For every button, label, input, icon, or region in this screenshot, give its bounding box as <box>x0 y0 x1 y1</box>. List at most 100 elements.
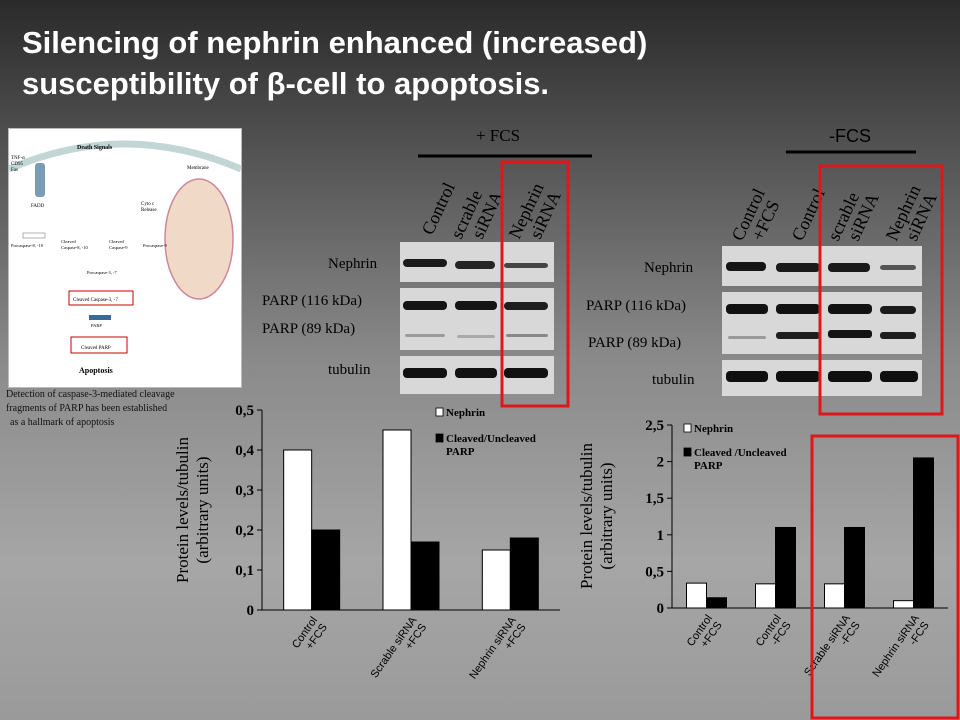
blot-left-band <box>403 259 447 267</box>
c1-y-label-line1: Protein levels/tubulin <box>173 437 192 583</box>
chart-plus-fcs: 0 0,1 0,2 0,3 0,4 0,5 Protein levels/tubulin(a… <box>173 403 560 681</box>
cleaved-parp-box <box>70 336 128 354</box>
pathway-fadd: FADD <box>31 204 45 209</box>
blot-right-band <box>776 332 820 339</box>
blot-left-panel-parp <box>400 288 554 350</box>
slide-title: Silencing of nephrin enhanced (increased… <box>22 22 942 104</box>
blot-left-band <box>405 334 445 337</box>
blot-left-row-4: tubulin <box>328 362 371 378</box>
c2-bar-parp-2 <box>775 526 796 609</box>
c2-category-label-1: Control+FCS <box>685 613 725 656</box>
blot-left-band <box>506 334 548 337</box>
blot-right-row-2: PARP (116 kDa) <box>586 298 686 314</box>
blot-left-row-1: Nephrin <box>328 256 378 272</box>
blot-left-band <box>455 301 497 310</box>
blot-left-band <box>403 368 447 378</box>
c2-y-tick-label: 1 <box>657 528 665 544</box>
blot-right-band <box>880 332 916 339</box>
blot-right-band <box>776 263 820 272</box>
blot-right-band <box>726 371 768 382</box>
c1-y-tick-label: 0,2 <box>235 523 254 539</box>
parp-shape <box>89 315 111 320</box>
blot-right-band <box>880 265 916 270</box>
blot-left-band <box>455 261 495 269</box>
membrane-arc <box>7 140 243 173</box>
c2-y-label-line1: Protein levels/tubulin <box>577 443 596 589</box>
c2-legend-label-1: Nephrin <box>694 423 733 435</box>
blot-left-condition: + FCS <box>476 126 520 145</box>
c1-legend-swatch-1 <box>435 407 444 417</box>
c1-y-tick-label: 0,5 <box>235 403 254 419</box>
blot-right-band <box>828 263 870 272</box>
c2-legend-swatch-1 <box>683 423 692 433</box>
blot-right-highlight-box <box>818 164 944 416</box>
pathway-procasp9: Procaspase-9 <box>143 243 167 248</box>
blot-left-row-3: PARP (89 kDa) <box>262 321 355 337</box>
c1-category-label-1: Control+FCS <box>290 615 330 658</box>
title-line-1: Silencing of nephrin enhanced (increased… <box>22 25 648 60</box>
c2-y-label-line2: (arbitrary units) <box>597 462 616 569</box>
c2-bar-parp-4 <box>913 457 934 609</box>
caption-line-3: as a hallmark of apoptosis <box>10 417 115 428</box>
c2-bar-nephrin-4 <box>893 600 914 609</box>
apoptosis-pathway-figure: Death Signals Membrane TNF-α CD95 Fas FADD… <box>7 128 243 388</box>
cleaved-caspase-box <box>68 290 134 306</box>
chart-minus-fcs: 0 0,5 1 1,5 2 2,5 Protein levels/tubulin(arbit… <box>577 418 948 686</box>
c2-bar-nephrin-1 <box>686 582 707 609</box>
pathway-cleaved37: Cleaved Caspase-3, -7 <box>73 298 118 303</box>
receptor-shape <box>35 163 45 197</box>
pathway-cleaved810: Cleaved Caspase-8, -10 <box>61 239 88 251</box>
c1-y-tick-label: 0 <box>247 603 255 619</box>
pathway-membrane: Membrane <box>187 166 209 171</box>
caption-line-1: Detection of caspase-3-mediated cleavage <box>6 389 175 400</box>
blot-right-band <box>728 336 766 339</box>
pathway-procasp810: Procaspase-8, -10 <box>11 243 44 249</box>
caption-line-2: fragments of PARP has been established <box>6 403 168 414</box>
blot-right-band <box>828 304 872 314</box>
c2-y-tick-label: 0,5 <box>645 564 664 580</box>
c1-legend-label-2: Cleaved/Uncleaved PARP <box>446 433 536 458</box>
blot-left-highlight-box <box>500 160 570 408</box>
c2-y-tick-label: 1,5 <box>645 491 664 507</box>
pathway-diagram: Death Signals Membrane TNF-α CD95 Fas FADD… <box>7 140 243 375</box>
pathway-cleaved-parp: Cleaved PARP <box>81 346 111 351</box>
blot-right-band <box>828 330 872 338</box>
c2-legend-swatch-2 <box>683 447 692 457</box>
blot-left-row-2: PARP (116 kDa) <box>262 293 362 309</box>
blot-right-row-labels: Nephrin PARP (116 kDa) PARP (89 kDa) tub… <box>586 260 695 388</box>
c2-category-label-2: Control-FCS <box>754 613 794 656</box>
c2-y-label: Protein levels/tubulin(arbitrary units) <box>577 443 616 589</box>
c1-bar-nephrin-1 <box>283 449 313 611</box>
blot-right-band <box>880 371 918 382</box>
mitochondrion-shape <box>164 178 234 300</box>
pathway-caption: Detection of caspase-3-mediated cleavage… <box>6 388 246 430</box>
blot-left: + FCS Control scrable siRNA Nephrin siRN… <box>262 126 592 408</box>
c1-y-tick-label: 0,1 <box>235 563 254 579</box>
blot-left-row-labels: Nephrin PARP (116 kDa) PARP (89 kDa) tub… <box>262 256 378 378</box>
c1-bar-parp-2 <box>410 541 440 611</box>
c2-y-tick-label: 0 <box>657 601 665 617</box>
pathway-cleaved9: Cleaved Caspase-9 <box>109 239 128 250</box>
pathway-parp: PARP <box>91 323 102 328</box>
pathway-apoptosis: Apoptosis <box>79 366 113 375</box>
c2-bar-nephrin-3 <box>824 583 845 609</box>
blot-right-band <box>880 306 916 314</box>
c1-bar-parp-1 <box>311 529 341 611</box>
c1-y-tick-label: 0,4 <box>235 443 254 459</box>
c1-bar-parp-3 <box>509 537 539 611</box>
chart-highlight-box <box>810 434 960 720</box>
c2-bar-nephrin-2 <box>755 583 776 609</box>
c1-y-label: Protein levels/tubulin(arbitrary units) <box>173 437 212 583</box>
c2-y-tick-label: 2 <box>657 455 665 471</box>
c2-bar-parp-3 <box>844 526 865 609</box>
c2-category-label-4: Nephrin siRNA-FCS <box>870 612 932 686</box>
blot-right-band <box>726 304 768 314</box>
c1-y-tick-label: 0,3 <box>235 483 254 499</box>
blot-right-row-4: tubulin <box>652 372 695 388</box>
blot-right-band <box>776 304 820 314</box>
blot-left-band <box>504 263 548 268</box>
blot-right-panel-parp <box>722 292 922 354</box>
c2-legend-label-2: Cleaved /Uncleaved PARP <box>694 447 787 472</box>
